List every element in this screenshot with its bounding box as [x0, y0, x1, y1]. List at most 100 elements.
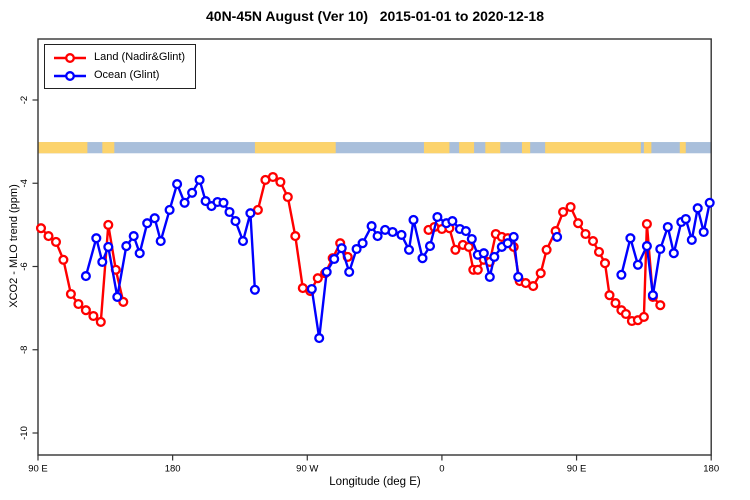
surface-strip-ocean: [38, 142, 712, 154]
data-point: [655, 300, 666, 311]
data-point: [245, 208, 256, 219]
data-point: [336, 243, 347, 254]
data-point: [312, 273, 323, 284]
data-point: [134, 248, 145, 259]
x-tick-label: 0: [439, 464, 444, 475]
data-point: [164, 204, 175, 215]
data-point: [149, 213, 160, 224]
data-point: [95, 316, 106, 327]
data-point: [112, 291, 123, 302]
data-point: [172, 179, 183, 190]
data-point: [632, 259, 643, 270]
data-point: [466, 233, 477, 245]
data-point: [408, 214, 419, 225]
data-point: [508, 231, 519, 242]
data-point: [50, 236, 62, 247]
surface-strip-land: [643, 142, 652, 154]
series-line: [256, 175, 349, 293]
data-point: [65, 288, 76, 300]
data-point: [282, 191, 293, 203]
data-point: [625, 233, 636, 244]
data-point: [187, 187, 198, 198]
data-point: [604, 290, 615, 301]
surface-strip-land: [254, 142, 336, 154]
data-point: [447, 216, 458, 227]
data-point: [610, 298, 621, 309]
data-point: [502, 238, 513, 249]
data-point: [668, 248, 679, 259]
data-point: [599, 258, 611, 269]
data-point: [351, 243, 362, 255]
y-tick-label: -6: [19, 262, 30, 270]
data-point: [80, 305, 91, 316]
data-point: [142, 218, 153, 229]
surface-strip-land: [521, 142, 531, 154]
data-point: [372, 231, 383, 242]
data-point: [194, 174, 205, 185]
data-point: [267, 171, 278, 183]
data-point: [329, 253, 340, 265]
surface-strip-land: [102, 142, 115, 154]
data-point: [314, 333, 325, 344]
data-point: [73, 298, 84, 310]
data-point: [218, 197, 229, 208]
data-point: [641, 218, 652, 230]
data-point: [88, 310, 99, 322]
series-line: [427, 205, 662, 323]
data-point: [587, 236, 599, 247]
data-point: [103, 219, 114, 230]
data-point: [237, 236, 249, 247]
data-point: [224, 206, 235, 218]
data-point: [230, 216, 241, 227]
data-point: [306, 283, 317, 295]
data-point: [403, 244, 415, 255]
y-tick-label: -4: [19, 179, 30, 187]
data-point: [417, 253, 428, 264]
data-point: [463, 241, 474, 252]
y-tick-label: -10: [19, 426, 30, 440]
data-point: [321, 266, 332, 277]
data-point: [552, 231, 563, 242]
data-point: [662, 221, 673, 233]
data-point: [249, 284, 260, 295]
data-point: [535, 268, 546, 279]
data-point: [387, 226, 398, 238]
data-point: [366, 221, 377, 232]
legend-marker-icon: [54, 52, 86, 63]
surface-strip-land: [459, 142, 475, 154]
data-point: [179, 197, 190, 208]
data-point: [58, 254, 69, 265]
data-point: [528, 281, 539, 292]
data-point: [593, 246, 605, 257]
y-tick-label: -8: [19, 346, 30, 354]
data-point: [541, 244, 552, 255]
surface-strip-land: [485, 142, 501, 154]
data-point: [80, 271, 91, 282]
data-point: [558, 206, 569, 218]
data-point: [472, 264, 483, 275]
x-tick-label: 90 W: [296, 464, 318, 475]
data-point: [641, 241, 652, 252]
surface-strip-land: [679, 142, 686, 154]
data-point: [357, 238, 368, 249]
y-tick-label: -2: [19, 96, 30, 104]
data-point: [616, 269, 627, 280]
data-point: [686, 234, 697, 245]
surface-strip-land: [423, 142, 450, 154]
data-point: [118, 296, 129, 307]
data-point: [489, 251, 500, 262]
data-point: [513, 271, 524, 282]
data-point: [692, 203, 703, 214]
data-point: [91, 233, 102, 244]
legend-item: Land (Nadir&Glint): [53, 49, 185, 66]
x-axis-label: Longitude (deg E): [329, 476, 421, 488]
chart-title: 40N-45N August (Ver 10) 2015-01-01 to 20…: [206, 8, 544, 24]
data-point: [43, 231, 54, 242]
x-tick-label: 180: [165, 464, 181, 475]
legend-marker-icon: [54, 70, 86, 81]
data-point: [450, 244, 461, 255]
plot-frame: [37, 38, 712, 456]
surface-strip-land: [38, 142, 88, 154]
